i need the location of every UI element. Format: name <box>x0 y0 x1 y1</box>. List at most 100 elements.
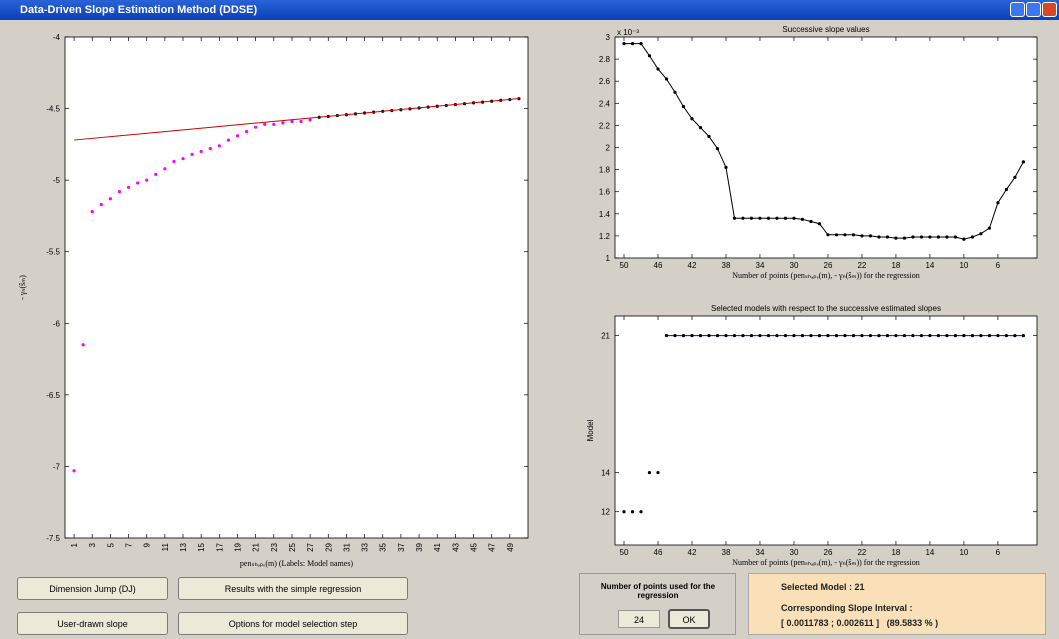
minimize-button[interactable] <box>1010 2 1025 17</box>
x-tick-label: 17 <box>215 542 224 551</box>
y-tick-label: -7.5 <box>46 534 60 543</box>
x-tick-label: 30 <box>790 261 799 270</box>
data-point <box>715 147 720 151</box>
data-point <box>809 219 813 224</box>
data-point <box>724 333 728 338</box>
ok-button[interactable]: OK <box>668 609 710 629</box>
x-axis-label: penₛₕₐₚₑ(m) (Labels: Model names) <box>240 559 354 568</box>
title-bar: Data-Driven Slope Estimation Method (DDS… <box>0 0 1059 20</box>
data-point <box>117 189 122 194</box>
x-tick-label: 10 <box>959 548 968 557</box>
data-point <box>1004 187 1009 192</box>
x-tick-label: 42 <box>688 261 697 270</box>
data-point <box>783 216 788 220</box>
x-tick-label: 13 <box>179 542 188 551</box>
dj-button[interactable]: Dimension Jump (DJ) <box>17 577 168 600</box>
user-slope-button[interactable]: User-drawn slope <box>17 612 168 635</box>
points-input[interactable]: 24 <box>618 610 660 628</box>
data-point <box>99 202 103 207</box>
data-point <box>851 333 856 338</box>
data-point <box>244 129 249 134</box>
data-point <box>681 105 686 109</box>
data-point <box>126 185 131 189</box>
y-tick-label: 1 <box>606 254 611 263</box>
data-point <box>263 122 267 126</box>
data-point <box>979 333 983 338</box>
data-point <box>673 90 677 94</box>
data-point <box>919 235 924 239</box>
selected-model: Selected Model : 21 <box>781 582 865 592</box>
data-point <box>826 333 830 338</box>
data-point <box>902 333 907 338</box>
close-button[interactable] <box>1042 2 1057 17</box>
data-point <box>190 152 194 156</box>
data-point <box>860 333 864 338</box>
interval-label: Corresponding Slope Interval : <box>781 603 913 613</box>
data-point <box>732 216 737 220</box>
data-point <box>817 333 822 338</box>
data-point <box>226 138 231 142</box>
results-button[interactable]: Results with the simple regression <box>178 577 408 600</box>
data-point <box>81 343 85 347</box>
data-point <box>953 333 958 338</box>
data-point <box>724 165 728 169</box>
y-tick-label: -6 <box>53 319 61 328</box>
x-tick-label: 5 <box>106 542 115 547</box>
data-point <box>928 333 932 338</box>
data-point <box>953 235 958 239</box>
data-point <box>1021 160 1026 164</box>
data-point <box>308 118 312 122</box>
data-point <box>690 333 694 338</box>
data-point <box>698 126 703 130</box>
x-tick-label: 33 <box>361 542 370 551</box>
data-point <box>254 125 258 129</box>
data-point <box>235 134 240 138</box>
x-tick-label: 18 <box>891 548 900 557</box>
data-point <box>919 333 924 338</box>
data-point <box>868 234 873 238</box>
data-point <box>894 333 898 338</box>
x-tick-label: 34 <box>756 261 765 270</box>
x-tick-label: 30 <box>790 548 799 557</box>
regression-panel: Number of points used for the regression… <box>579 573 736 635</box>
data-point <box>1013 175 1017 179</box>
options-button[interactable]: Options for model selection step <box>178 612 408 635</box>
data-point <box>868 333 873 338</box>
maximize-button[interactable] <box>1026 2 1041 17</box>
x-tick-label: 47 <box>488 542 497 551</box>
x-tick-label: 14 <box>925 548 934 557</box>
data-point <box>656 470 660 475</box>
x-tick-label: 35 <box>379 542 388 551</box>
y-tick-label: 21 <box>601 332 610 341</box>
data-point <box>979 232 983 236</box>
data-point <box>664 333 669 338</box>
data-point <box>622 42 626 46</box>
y-tick-label: -4 <box>53 33 61 42</box>
data-point <box>1004 333 1009 338</box>
y-tick-label: 2 <box>606 144 611 153</box>
y-tick-label: 2.8 <box>599 55 611 64</box>
y-axis-label: - γₙ(ŝₘ) <box>18 275 27 300</box>
data-point <box>163 167 167 171</box>
x-tick-label: 26 <box>824 261 833 270</box>
data-point <box>911 333 915 338</box>
data-point <box>707 134 711 139</box>
x-tick-label: 10 <box>959 261 968 270</box>
x-tick-label: 50 <box>620 548 629 557</box>
x-tick-label: 6 <box>996 261 1001 270</box>
data-point <box>154 172 158 177</box>
result-panel: Selected Model : 21 Corresponding Slope … <box>748 573 1046 635</box>
data-point <box>885 333 890 338</box>
y-tick-label: 14 <box>601 469 610 478</box>
data-point <box>775 216 779 220</box>
x-tick-label: 7 <box>125 542 134 547</box>
x-tick-label: 46 <box>654 548 663 557</box>
y-tick-label: -4.5 <box>46 105 60 114</box>
y-axis-label: Model <box>586 419 595 441</box>
data-point <box>843 233 847 237</box>
data-point <box>843 333 847 338</box>
data-point <box>639 42 643 46</box>
y-tick-label: 1.4 <box>599 210 611 219</box>
x-tick-label: 34 <box>756 548 765 557</box>
data-point <box>199 149 203 154</box>
